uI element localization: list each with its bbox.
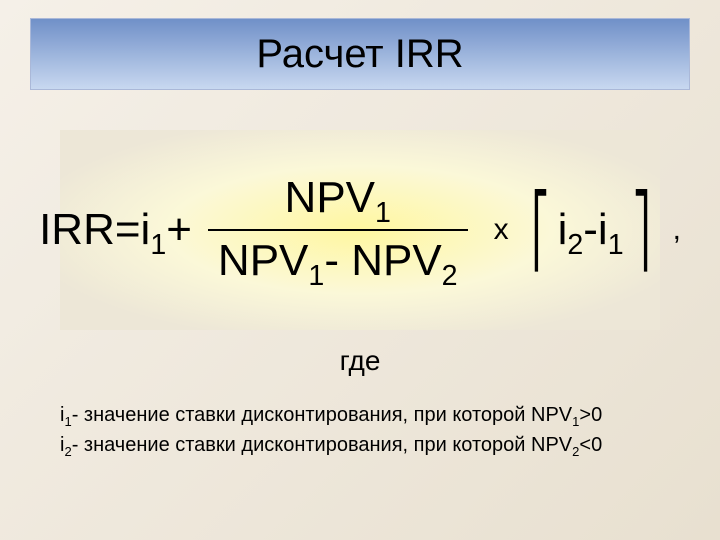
denom-minus: - (324, 236, 339, 285)
slide: Расчет IRR IRR=i1+ NPV1 NPV1- NPV2 x ⎡ i… (0, 0, 720, 540)
denom-a-prefix: NPV (218, 236, 308, 285)
where-label: где (0, 345, 720, 377)
irr-formula: IRR=i1+ NPV1 NPV1- NPV2 x ⎡ i2-i1 ⎤ , (39, 172, 681, 288)
diff-a-prefix: i (558, 205, 568, 254)
diff-a-sub: 2 (567, 229, 583, 261)
page-title: Расчет IRR (256, 32, 463, 77)
numer-prefix: NPV (285, 173, 375, 222)
diff-b-sub: 1 (608, 229, 624, 261)
formula-fraction: NPV1 NPV1- NPV2 (208, 172, 468, 288)
l2-cond: <0 (579, 434, 602, 456)
diff-expression: i2-i1 (558, 205, 624, 255)
denom-a-sub: 1 (308, 260, 324, 292)
denom-b-prefix: NPV (339, 236, 442, 285)
formula-times: x (494, 213, 509, 247)
diff-b-prefix: i (598, 205, 608, 254)
lhs-prefix: IRR=i (39, 205, 150, 254)
l1-var-sub: 1 (64, 414, 71, 429)
l1-cond: >0 (579, 404, 602, 426)
l2-var-sub: 2 (64, 444, 71, 459)
fraction-numerator: NPV1 (275, 172, 401, 225)
formula-highlight: IRR=i1+ NPV1 NPV1- NPV2 x ⎡ i2-i1 ⎤ , (60, 130, 660, 330)
bracket-open-icon: ⎡ (531, 202, 549, 258)
lhs-sub: 1 (150, 229, 166, 261)
formula-comma: , (673, 213, 681, 247)
l1-text: - значение ставки дисконтирования, при к… (72, 404, 572, 426)
fraction-line (208, 229, 468, 231)
fraction-denominator: NPV1- NPV2 (208, 235, 468, 288)
lhs-plus: + (166, 205, 192, 254)
title-bar: Расчет IRR (30, 18, 690, 90)
l2-text: - значение ставки дисконтирования, при к… (72, 434, 572, 456)
bracket-close-icon: ⎤ (632, 202, 650, 258)
diff-minus: - (583, 205, 598, 254)
legend: i1- значение ставки дисконтирования, при… (60, 400, 660, 460)
formula-bracket-term: ⎡ i2-i1 ⎤ (523, 202, 659, 258)
legend-line-2: i2- значение ставки дисконтирования, при… (60, 430, 660, 460)
legend-line-1: i1- значение ставки дисконтирования, при… (60, 400, 660, 430)
numer-sub: 1 (375, 197, 391, 229)
formula-lhs: IRR=i1+ (39, 205, 192, 255)
denom-b-sub: 2 (442, 260, 458, 292)
